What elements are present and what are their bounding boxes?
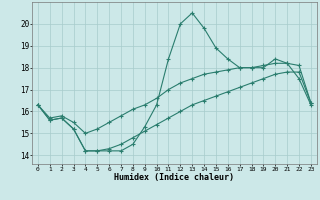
X-axis label: Humidex (Indice chaleur): Humidex (Indice chaleur)	[115, 173, 234, 182]
